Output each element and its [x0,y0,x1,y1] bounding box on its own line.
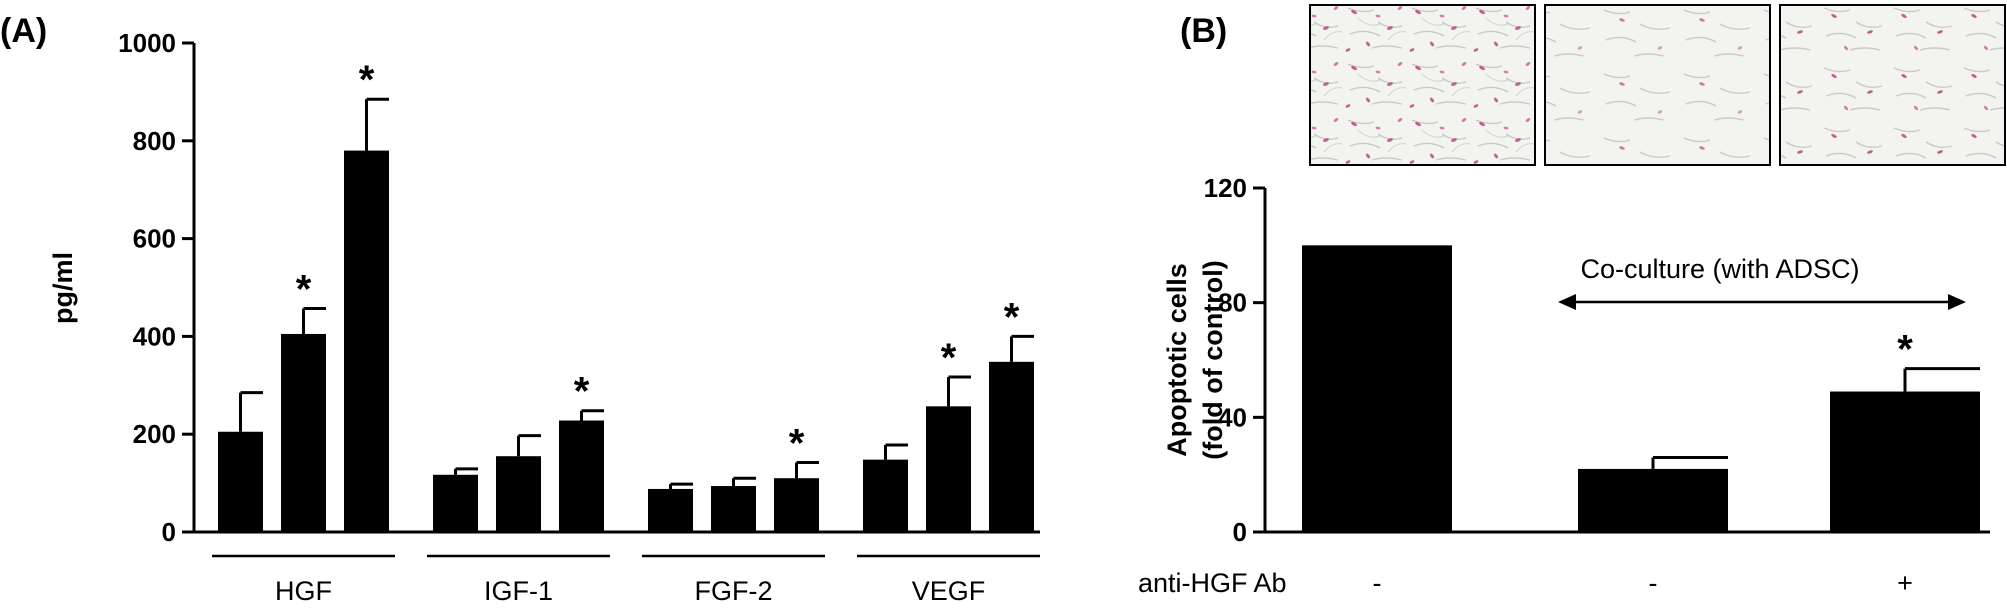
panel-b-chart: 0 40 80 120 Apoptotic cells (fold of contro… [1138,173,1990,598]
panel-a-bar [218,431,263,532]
panel-b-tick-label: 0 [1233,517,1247,547]
panel-a-bar [926,406,971,532]
panel-b-treatment-signs: - - + [1373,568,1913,598]
panel-b-bar [1302,245,1452,533]
panel-a-bar [711,486,756,532]
panel-a-bar [774,478,819,532]
panel-a-bar [863,459,908,532]
panel-a-chart: 0 200 400 600 800 1000 pg/ml * * * * * * HGF IGF-1 F… [48,28,1040,606]
panel-b-bars: * [1302,245,1980,533]
panel-a-group-labels: HGF IGF-1 FGF-2 VEGF [212,554,1040,606]
panel-a-bar [281,333,326,532]
panel-a-significance-mark: * [574,370,590,414]
panel-a-bar [344,150,389,532]
panel-a-label: (A) [0,12,47,50]
panel-b-bar [1830,391,1980,532]
co-culture-arrowhead-left [1558,294,1576,310]
panel-b-treatment-sign: - [1649,568,1658,598]
panel-a-significance-mark: * [789,422,805,466]
panel-a-significance-mark: * [296,268,312,312]
panel-b-significance-mark: * [1897,328,1913,372]
panel-a-tick-label: 600 [133,224,176,254]
panel-a-category-label: IGF-1 [484,576,553,606]
panel-a-bar [496,456,541,532]
panel-a-category-label: FGF-2 [695,576,773,606]
panel-a-y-axis-label: pg/ml [48,252,78,324]
micrograph-co-culture-anti-hgf [1779,4,2006,166]
panel-b-bar [1578,468,1728,532]
panel-a-tick-label: 0 [162,517,176,547]
co-culture-label: Co-culture (with ADSC) [1580,254,1859,284]
panel-a-significance-mark: * [941,336,957,380]
panel-a-tick-label: 800 [133,126,176,156]
panel-a-bars: * * * * * * [218,58,1034,532]
panel-a-category-label: HGF [275,576,332,606]
panel-a-tick-label: 200 [133,419,176,449]
panel-b-y-ticks: 0 40 80 120 [1204,173,1265,547]
panel-a-tick-label: 1000 [118,28,176,58]
micrograph-strip [1309,4,2006,166]
co-culture-arrowhead-right [1948,294,1966,310]
panel-a-significance-mark: * [359,58,375,102]
panel-a-bar [559,420,604,532]
panel-b-label: (B) [1180,12,1227,50]
panel-b-tick-label: 120 [1204,173,1247,203]
panel-a-significance-mark: * [1004,295,1020,339]
panel-b-treatment-sign: + [1897,568,1913,598]
panel-a-y-ticks: 0 200 400 600 800 1000 [118,28,194,547]
co-culture-annotation: Co-culture (with ADSC) [1558,254,1966,310]
panel-a-category-label: VEGF [912,576,986,606]
panel-b-y-axis-label-2: (fold of control) [1198,260,1228,459]
panel-b-treatment-sign: - [1373,568,1382,598]
anti-hgf-row-label: anti-HGF Ab [1138,568,1287,598]
panel-b-tick-label: 80 [1218,288,1247,318]
panel-b-y-axis-label: Apoptotic cells [1162,263,1192,457]
panel-b-tick-label: 40 [1218,402,1247,432]
panel-a-bar [989,361,1034,532]
panel-a-bar [433,474,478,532]
panel-a-tick-label: 400 [133,321,176,351]
panel-a-bar [648,488,693,532]
micrograph-co-culture [1544,4,1771,166]
micrograph-control [1309,4,1536,166]
